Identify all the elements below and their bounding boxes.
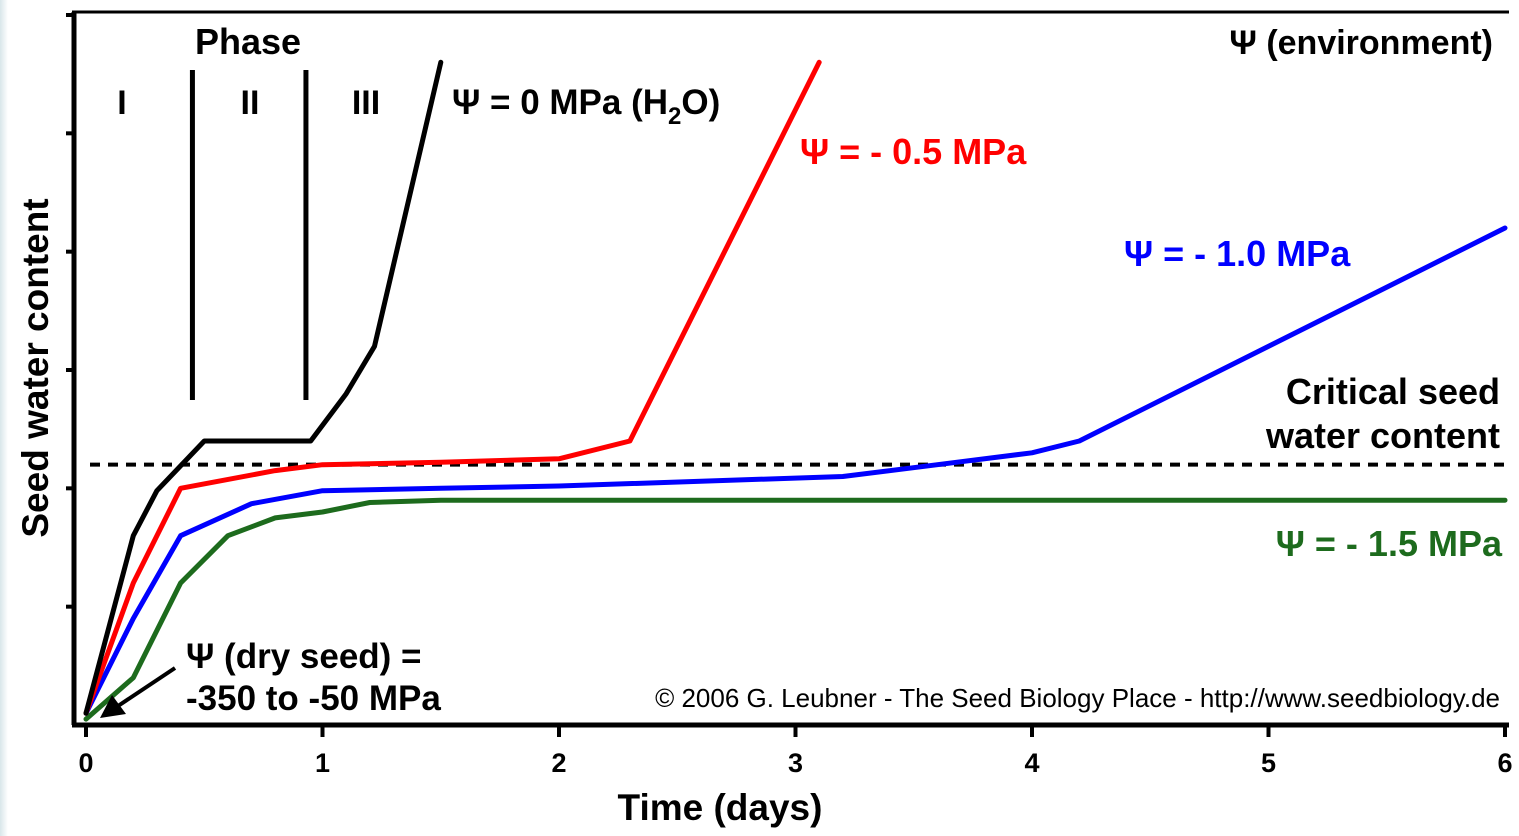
phase-dividers <box>189 70 309 400</box>
critical-label-line2: water content <box>1265 415 1500 456</box>
x-tick-label: 6 <box>1497 748 1512 778</box>
x-tick-label: 3 <box>788 748 803 778</box>
series-group <box>83 59 1508 722</box>
x-tick-label: 4 <box>1024 748 1039 778</box>
dry-seed-label-line2: -350 to -50 MPa <box>186 679 441 718</box>
phase-label-3: III <box>352 84 380 122</box>
environment-label: Ψ (environment) <box>1229 24 1493 62</box>
series-line-2 <box>83 225 1508 716</box>
series-label-black: Ψ = 0 MPa (H2O) <box>452 83 720 130</box>
series-label-black-suffix: O) <box>681 83 720 122</box>
copyright-text: © 2006 G. Leubner - The Seed Biology Pla… <box>655 683 1500 713</box>
series-label-black-subscript: 2 <box>668 103 681 130</box>
dry-seed-arrow-shaft <box>116 666 177 708</box>
x-tick-label: 1 <box>315 748 330 778</box>
x-tick-label: 2 <box>551 748 566 778</box>
y-axis-title: Seed water content <box>15 198 56 537</box>
series-line-0 <box>83 59 444 716</box>
dry-seed-arrow-head <box>100 695 126 718</box>
critical-label-line1: Critical seed <box>1286 371 1500 412</box>
x-axis-ticks <box>84 725 1507 737</box>
x-tick-label: 0 <box>78 748 93 778</box>
x-tick-label: 5 <box>1261 748 1276 778</box>
series-label-blue: Ψ = - 1.0 MPa <box>1124 233 1351 274</box>
series-label-green: Ψ = - 1.5 MPa <box>1276 523 1503 564</box>
left-edge-decoration <box>0 0 8 836</box>
phase-title: Phase <box>195 21 301 62</box>
series-label-red: Ψ = - 0.5 MPa <box>800 131 1027 172</box>
x-axis-title: Time (days) <box>618 787 823 828</box>
phase-label-2: II <box>241 84 260 122</box>
series-line-1 <box>83 59 822 716</box>
series-label-black-prefix: Ψ = 0 MPa (H <box>452 83 668 122</box>
x-axis-tick-labels: 0 1 2 3 4 5 6 <box>78 748 1512 778</box>
series-line-3 <box>83 497 1508 722</box>
y-axis-ticks <box>66 13 74 609</box>
dry-seed-label-line1: Ψ (dry seed) = <box>186 637 421 676</box>
phase-label-1: I <box>117 84 126 122</box>
